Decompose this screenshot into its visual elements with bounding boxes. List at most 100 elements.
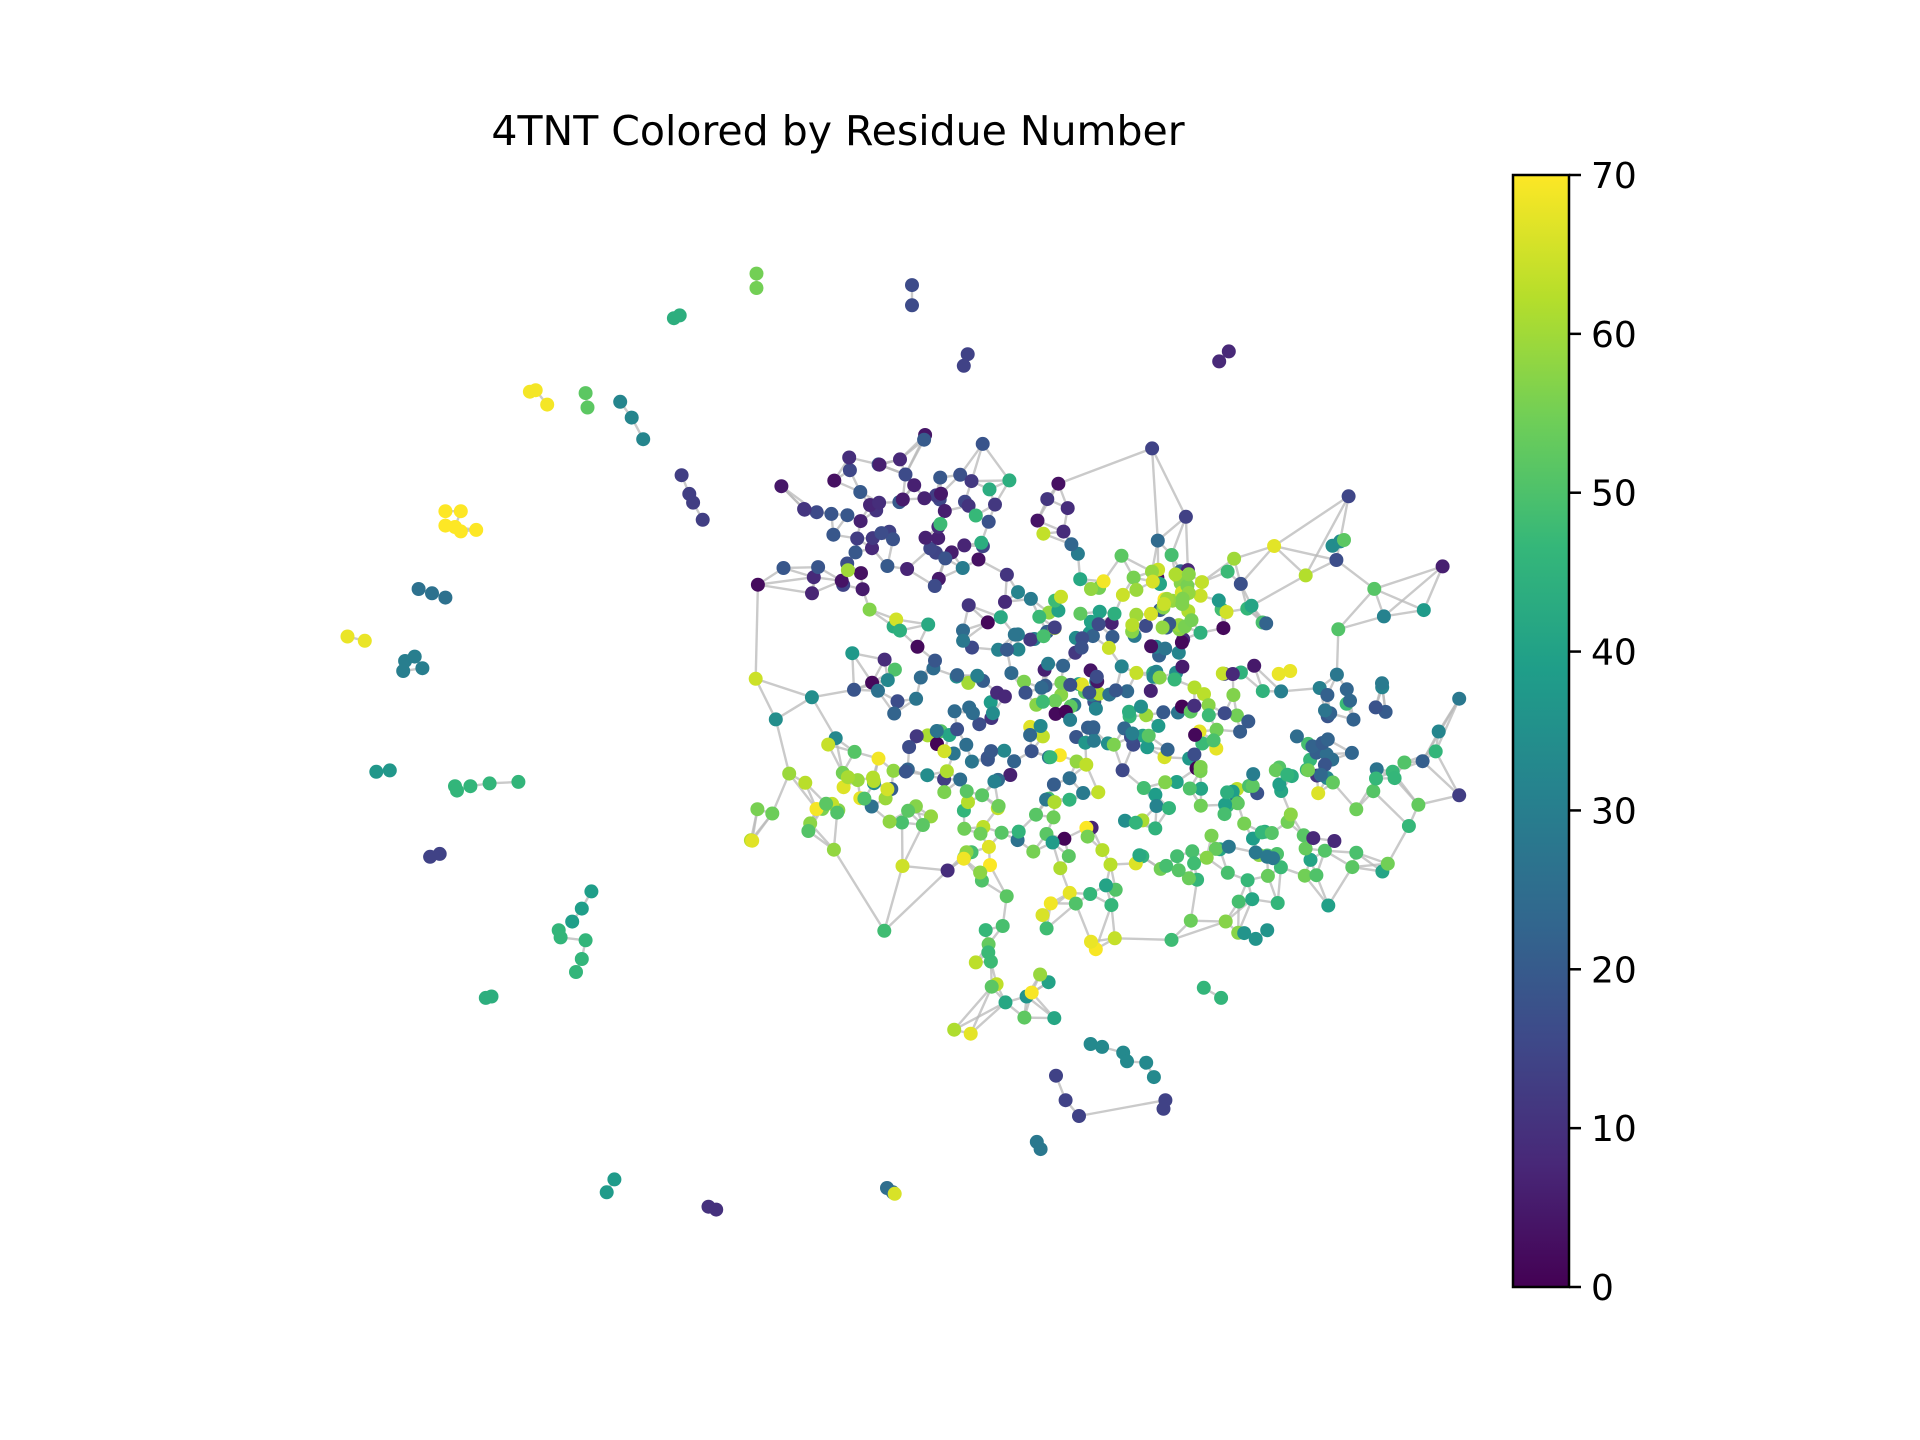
residue-node [1245,892,1260,907]
residue-node [540,397,555,412]
residue-node [827,473,842,488]
residue-node [895,859,910,873]
network-edge [754,583,760,680]
residue-node [396,664,411,678]
residue-node [607,1172,622,1187]
residue-node [1156,705,1171,720]
residue-node [1233,724,1248,739]
residue-node [887,662,902,677]
residue-node [1011,642,1026,657]
residue-node [947,704,962,719]
residue-node [1397,755,1412,770]
residue-node [981,514,996,529]
residue-node [1320,732,1335,747]
network-edge [774,718,791,775]
residue-node [1204,828,1219,843]
residue-node [1435,559,1450,574]
residue-node [1089,669,1104,684]
residue-node [1083,887,1098,901]
residue-node [1303,852,1318,867]
residue-node [584,884,599,899]
residue-node [1085,629,1100,644]
residue-node [1057,831,1072,846]
residue-node [1048,693,1063,708]
residue-node [1056,524,1071,539]
residue-node [1072,1109,1086,1123]
network-edge [969,985,993,1035]
residue-node [1011,824,1026,839]
residue-node [438,504,453,519]
residue-node [1101,640,1116,655]
residue-node [1349,802,1364,817]
colorbar: 0 10 20 30 40 50 60 70 [1511,156,1637,1309]
residue-node [956,623,970,638]
residue-node [1132,848,1147,863]
residue-node [893,452,907,467]
residue-node [978,923,993,938]
network-edge [756,576,816,586]
residue-node [1035,908,1050,923]
residue-node [872,495,887,510]
residue-node [1321,898,1336,913]
residue-node [1079,757,1094,772]
residue-node [1193,798,1208,813]
residue-node [933,517,948,531]
residue-node [1103,857,1118,872]
residue-node [1184,613,1199,628]
residue-node [1169,775,1184,789]
residue-node [1376,609,1391,624]
residue-node [1046,810,1061,825]
residue-node [937,744,952,759]
residue-node [854,566,868,581]
residue-node [1289,729,1304,744]
residue-node [574,901,589,916]
residue-node [997,743,1012,758]
residue-node [1241,714,1256,729]
residue-node [1217,706,1232,721]
network-edge [969,1001,1007,1035]
residue-node [1217,807,1232,822]
residue-node [1181,567,1196,582]
residue-node [898,764,913,779]
residue-node [1084,582,1098,596]
residue-node [845,646,860,661]
residue-node [1264,826,1279,840]
residue-node [1415,754,1430,769]
residue-node [1074,640,1089,655]
residue-node [1115,587,1130,602]
network-edge [832,848,886,933]
residue-node [1158,641,1173,656]
residue-node [695,512,710,527]
residue-node [1452,691,1467,706]
residue-node [1170,849,1185,864]
residue-node [905,278,919,293]
residue-node [964,754,979,769]
residue-node [855,582,870,597]
colorbar-tick-label: 70 [1591,156,1637,197]
residue-node [1076,786,1091,800]
residue-node [963,1026,978,1041]
residue-node [750,577,765,592]
network-edge [1250,574,1307,608]
residue-node [901,803,916,818]
residue-node [902,740,917,754]
residue-node [871,683,885,698]
residue-node [1245,778,1260,793]
residue-node [1220,865,1235,880]
residue-node [984,744,999,759]
residue-node [918,530,933,545]
residue-node [1049,1068,1063,1083]
residue-node [928,653,942,668]
residue-node [1149,799,1164,813]
plot-area [340,266,1467,1217]
network-edge [1335,628,1340,676]
residue-node [1208,841,1223,856]
residue-node [1084,934,1098,949]
residue-node [674,468,689,483]
residue-node [1411,797,1426,812]
residue-node [1346,712,1361,727]
residue-node [940,863,955,878]
residue-node [1036,629,1051,644]
residue-node [983,858,997,873]
network-edge [810,688,856,699]
